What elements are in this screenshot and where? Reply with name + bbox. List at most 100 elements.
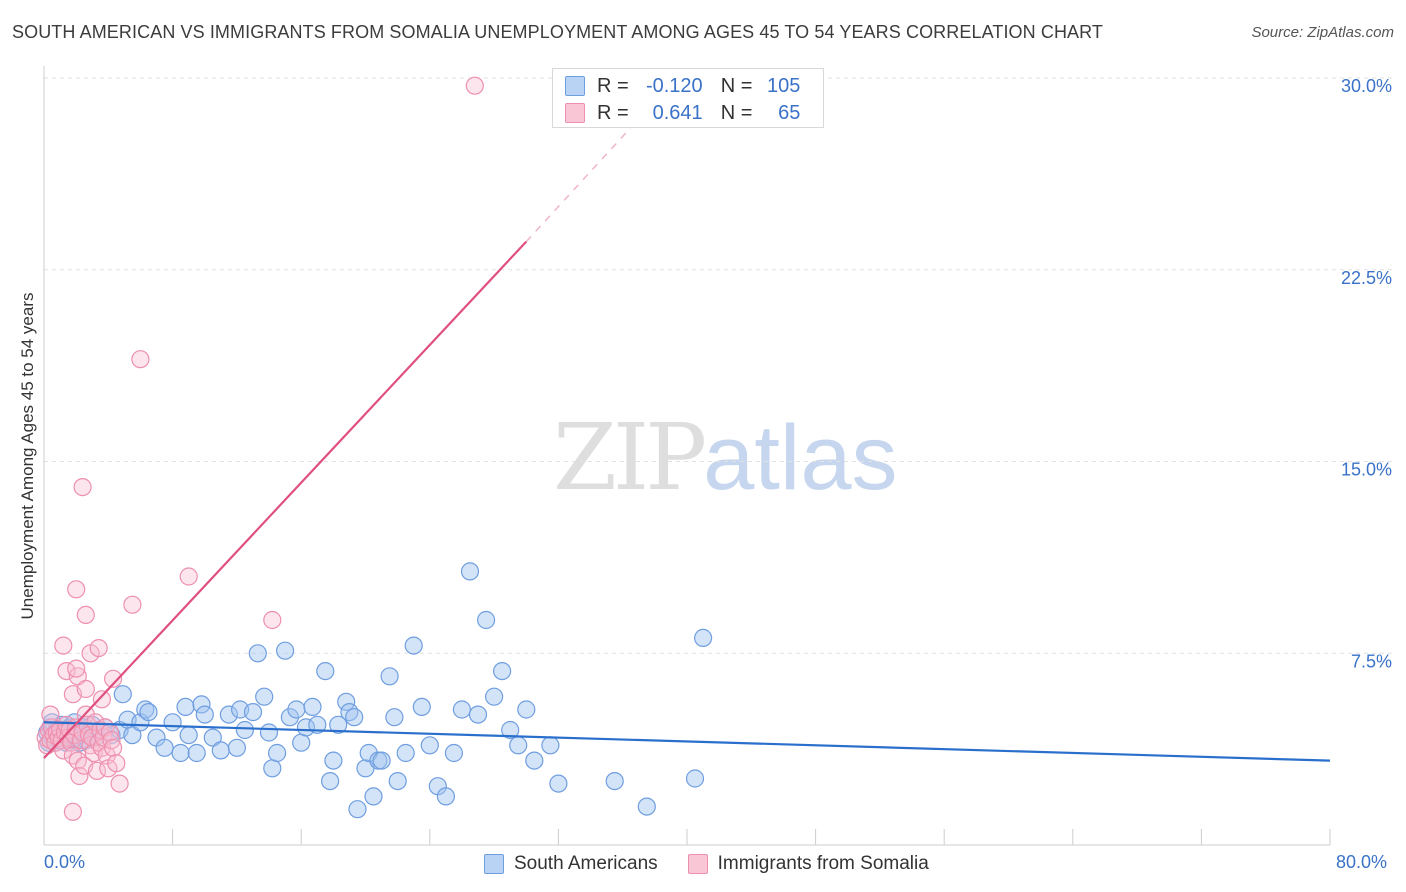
south-americans-points bbox=[38, 562, 713, 819]
data-point bbox=[372, 751, 391, 770]
pink-swatch bbox=[565, 103, 585, 123]
legend-item-somalia: Immigrants from Somalia bbox=[687, 853, 929, 875]
data-point bbox=[420, 736, 439, 755]
r-value: 0.641 bbox=[652, 101, 703, 124]
data-point bbox=[345, 708, 364, 727]
data-point bbox=[541, 736, 560, 755]
data-point bbox=[509, 736, 528, 755]
y-tick-label: 15.0% bbox=[1341, 460, 1392, 480]
data-point bbox=[179, 567, 198, 586]
trend-line-somalia-extension bbox=[525, 118, 640, 243]
data-point bbox=[163, 713, 182, 732]
data-point bbox=[549, 774, 568, 793]
data-point bbox=[452, 700, 471, 719]
data-point bbox=[41, 705, 60, 724]
data-point bbox=[388, 771, 407, 791]
data-point bbox=[54, 636, 73, 655]
data-point bbox=[263, 610, 282, 630]
data-point bbox=[268, 743, 287, 763]
data-point bbox=[195, 705, 214, 724]
data-point bbox=[693, 628, 713, 648]
data-point bbox=[76, 679, 95, 699]
data-point bbox=[103, 669, 123, 688]
data-point bbox=[412, 697, 431, 717]
data-point bbox=[76, 605, 95, 625]
y-axis-label: Unemployment Among Ages 45 to 54 years bbox=[18, 292, 37, 620]
data-point bbox=[303, 697, 322, 717]
x-tick-label-min: 0.0% bbox=[44, 852, 86, 872]
data-point bbox=[465, 76, 484, 95]
data-point bbox=[605, 771, 624, 791]
data-point bbox=[380, 667, 399, 686]
y-tick-label: 30.0% bbox=[1341, 76, 1392, 96]
trend-lines bbox=[43, 118, 1331, 762]
data-point bbox=[292, 733, 311, 752]
data-point bbox=[176, 697, 195, 717]
y-tick-labels: 7.5% 15.0% 22.5% 30.0% bbox=[1341, 76, 1392, 671]
legend-item-south-americans: South Americans bbox=[484, 853, 658, 875]
data-point bbox=[685, 769, 705, 788]
data-point bbox=[123, 595, 142, 614]
y-tick-label: 22.5% bbox=[1341, 268, 1392, 288]
data-point bbox=[211, 741, 230, 760]
legend-row-somalia: R = 0.641 N = 65 bbox=[565, 100, 800, 126]
n-label: N = bbox=[720, 101, 753, 124]
data-point bbox=[89, 638, 108, 658]
data-point bbox=[235, 720, 254, 740]
data-point bbox=[396, 743, 415, 763]
data-point bbox=[136, 700, 155, 719]
data-point bbox=[92, 690, 112, 709]
blue-swatch bbox=[565, 76, 585, 96]
legend-label: Immigrants from Somalia bbox=[717, 853, 929, 874]
data-point bbox=[179, 725, 198, 745]
pink-swatch bbox=[687, 854, 708, 874]
y-tick-label: 7.5% bbox=[1351, 651, 1392, 671]
axes bbox=[43, 66, 1331, 846]
data-point bbox=[637, 797, 656, 816]
data-point bbox=[501, 720, 520, 740]
data-point bbox=[187, 743, 206, 763]
data-point bbox=[259, 723, 279, 742]
data-point bbox=[517, 700, 536, 719]
data-point bbox=[296, 718, 316, 737]
data-point bbox=[63, 802, 83, 821]
data-point bbox=[171, 743, 190, 763]
data-point bbox=[263, 759, 282, 778]
data-point bbox=[139, 702, 158, 722]
r-value: -0.120 bbox=[645, 74, 703, 97]
data-point bbox=[321, 771, 340, 791]
data-point bbox=[404, 636, 423, 655]
data-point bbox=[110, 774, 129, 793]
data-point bbox=[477, 610, 496, 630]
trend-line-somalia bbox=[43, 240, 528, 759]
r-label: R = bbox=[597, 101, 629, 124]
data-point bbox=[485, 687, 504, 706]
data-point bbox=[436, 787, 455, 806]
data-point bbox=[329, 715, 348, 734]
data-point bbox=[67, 580, 86, 599]
data-point bbox=[131, 350, 150, 369]
data-point bbox=[107, 754, 126, 773]
data-point bbox=[227, 738, 246, 757]
r-label: R = bbox=[597, 74, 629, 97]
series-legend: South Americans Immigrants from Somalia bbox=[484, 850, 959, 878]
data-point bbox=[103, 738, 123, 757]
data-point bbox=[87, 761, 107, 781]
data-point bbox=[102, 731, 121, 750]
data-point bbox=[276, 641, 295, 660]
chart-title: SOUTH AMERICAN VS IMMIGRANTS FROM SOMALI… bbox=[12, 22, 1104, 42]
source-credit: Source: ZipAtlas.com bbox=[1251, 24, 1394, 41]
data-point bbox=[113, 685, 132, 704]
data-point bbox=[248, 644, 267, 663]
data-point bbox=[468, 705, 488, 724]
grid-lines bbox=[44, 77, 1392, 654]
data-point bbox=[73, 478, 92, 497]
blue-swatch bbox=[484, 854, 504, 874]
data-point bbox=[460, 562, 480, 581]
data-point bbox=[525, 751, 544, 770]
data-point bbox=[63, 746, 83, 765]
data-point bbox=[308, 715, 327, 734]
n-value: 105 bbox=[767, 74, 801, 97]
n-label: N = bbox=[720, 74, 753, 97]
